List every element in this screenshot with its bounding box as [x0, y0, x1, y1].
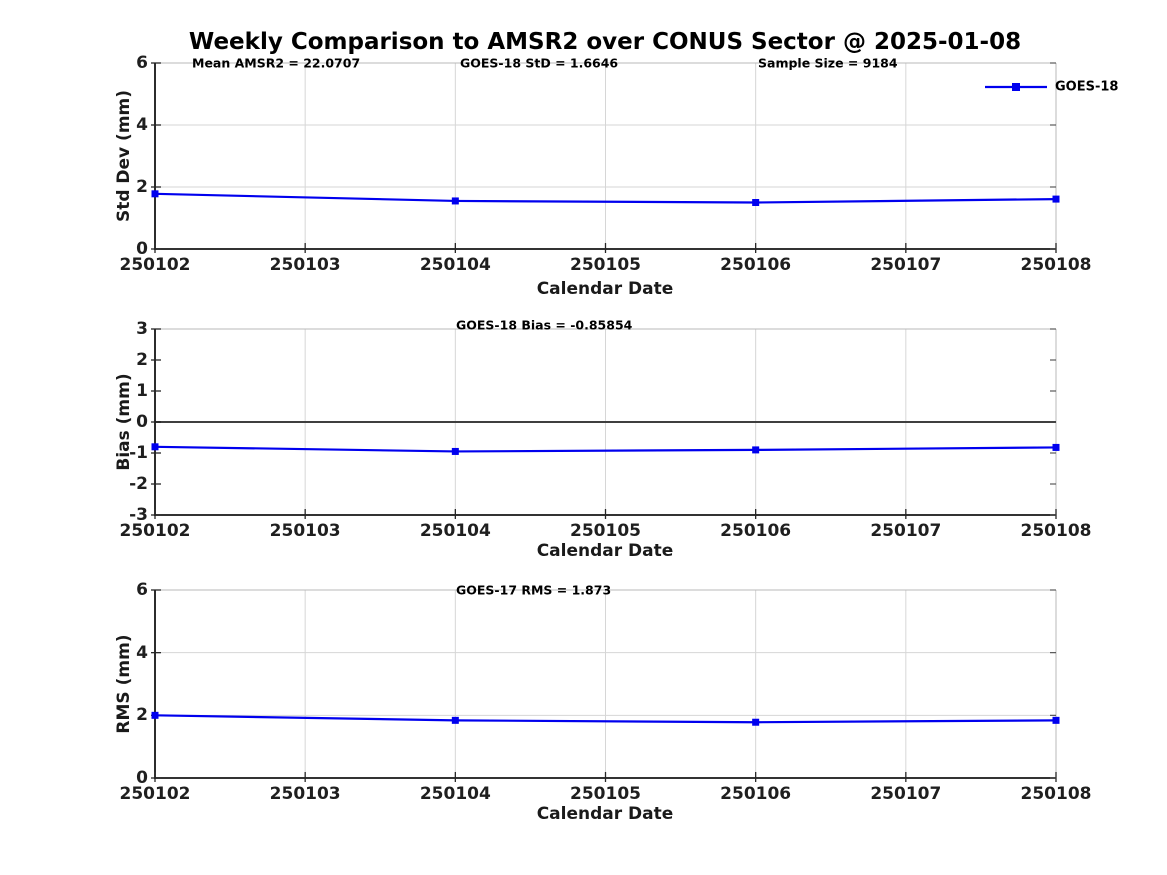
- data-point-marker: [151, 443, 159, 451]
- y-tick-label: 6: [136, 580, 148, 600]
- y-tick-label: 0: [136, 239, 148, 259]
- data-point-marker: [1052, 716, 1060, 724]
- y-tick-label: 3: [136, 319, 148, 339]
- y-tick-label: 2: [136, 177, 148, 197]
- y-tick-label: -2: [129, 474, 148, 494]
- rms-plot: [151, 589, 1060, 782]
- data-point-marker: [451, 447, 459, 455]
- stddev-plot: [151, 62, 1060, 253]
- y-tick-label: -3: [129, 505, 148, 525]
- rms-series-line: [154, 714, 1057, 724]
- x-tick-label: 250102: [119, 784, 191, 804]
- x-tick-label: 250102: [119, 255, 191, 275]
- rms-x-axis-label: Calendar Date: [536, 804, 674, 824]
- legend-label-goes18: GOES-18: [1055, 79, 1119, 95]
- data-point-marker: [151, 711, 159, 719]
- sample-size-annotation: Sample Size = 9184: [758, 55, 898, 71]
- goes17-rms-annotation: GOES-17 RMS = 1.873: [456, 582, 612, 598]
- x-tick-label: 250104: [419, 521, 491, 541]
- x-tick-label: 250103: [269, 521, 341, 541]
- x-tick-label: 250105: [570, 784, 641, 804]
- y-tick-label: 0: [136, 412, 148, 432]
- x-tick-label: 250108: [1020, 784, 1092, 804]
- data-point-marker: [752, 446, 760, 454]
- x-tick-label: 250107: [870, 521, 942, 541]
- y-tick-label: 2: [136, 350, 148, 370]
- x-tick-label: 250106: [720, 255, 792, 275]
- stddev-y-axis-label: Std Dev (mm): [114, 89, 134, 223]
- y-tick-label: -1: [129, 443, 148, 463]
- x-tick-label: 250106: [720, 521, 792, 541]
- goes18-std-annotation: GOES-18 StD = 1.6646: [460, 55, 619, 71]
- y-tick-label: 4: [136, 642, 148, 663]
- y-tick-label: 1: [136, 381, 148, 401]
- x-tick-label: 250103: [269, 784, 341, 804]
- data-point-marker: [151, 190, 159, 198]
- mean-amsr2-annotation: Mean AMSR2 = 22.0707: [192, 55, 361, 71]
- stddev-x-axis-label: Calendar Date: [536, 279, 674, 299]
- stddev-series-line: [154, 192, 1057, 204]
- goes18-bias-annotation: GOES-18 Bias = -0.85854: [456, 317, 633, 333]
- x-tick-label: 250104: [419, 255, 491, 275]
- bias-series-line: [154, 445, 1057, 453]
- data-point-marker: [752, 718, 760, 726]
- legend-marker-sample: [1012, 83, 1020, 91]
- data-point-marker: [451, 197, 459, 205]
- y-tick-label: 4: [136, 115, 148, 135]
- legend: [985, 83, 1047, 91]
- x-tick-label: 250105: [570, 255, 641, 275]
- y-tick-label: 6: [136, 53, 148, 73]
- bias-plot: [151, 328, 1060, 519]
- data-point-marker: [1052, 443, 1060, 451]
- data-point-marker: [451, 716, 459, 724]
- x-tick-label: 250108: [1020, 255, 1092, 275]
- x-tick-label: 250105: [570, 521, 641, 541]
- y-tick-label: 2: [136, 705, 148, 726]
- figure-title: Weekly Comparison to AMSR2 over CONUS Se…: [188, 29, 1022, 55]
- x-tick-label: 250103: [269, 255, 341, 275]
- bias-x-axis-label: Calendar Date: [536, 541, 674, 561]
- data-point-marker: [1052, 195, 1060, 203]
- x-tick-label: 250107: [870, 784, 942, 804]
- y-tick-label: 0: [136, 768, 148, 788]
- x-tick-label: 250107: [870, 255, 942, 275]
- x-tick-label: 250108: [1020, 521, 1092, 541]
- x-tick-label: 250104: [419, 784, 491, 804]
- x-tick-label: 250102: [119, 521, 191, 541]
- data-point-marker: [752, 199, 760, 206]
- x-tick-label: 250106: [720, 784, 792, 804]
